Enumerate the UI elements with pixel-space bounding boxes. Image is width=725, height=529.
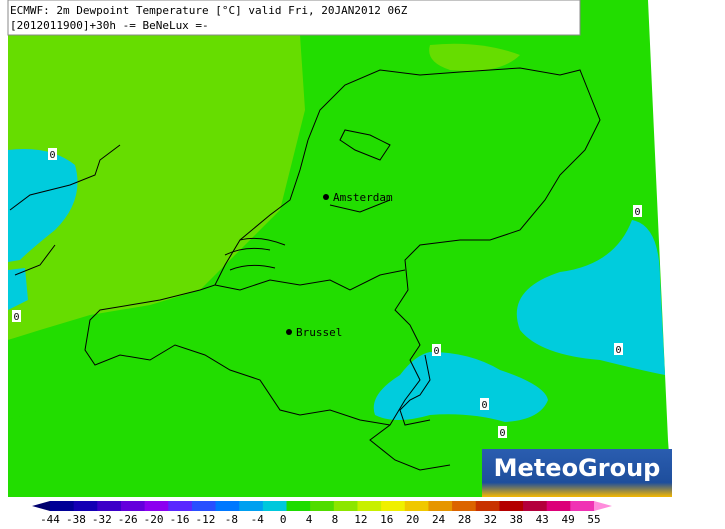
contour-label: 0 <box>50 150 56 161</box>
colorbar-cell <box>333 501 358 511</box>
field-cyan <box>8 149 78 262</box>
field-light <box>429 43 520 71</box>
colorbar-cell <box>404 501 429 511</box>
contour-label: 0 <box>482 400 488 411</box>
header-line: ECMWF: 2m Dewpoint Temperature [°C] vali… <box>10 4 408 17</box>
field-cyan <box>8 268 28 310</box>
field-light <box>212 182 245 192</box>
colorbar-label: 20 <box>406 513 419 525</box>
colorbar-label: 16 <box>380 513 393 525</box>
contour-label-box <box>480 398 489 410</box>
colorbar-cell <box>97 501 122 511</box>
colorbar-cell <box>310 501 335 511</box>
colorbar-cell <box>239 501 264 511</box>
colorbar-cell <box>428 501 453 511</box>
city-dot <box>323 194 329 200</box>
colorbar-cell <box>570 501 595 511</box>
colorbar-label: 32 <box>484 513 497 525</box>
colorbar-cell <box>168 501 193 511</box>
field-light <box>8 35 305 340</box>
contour-label: 0 <box>616 345 622 356</box>
colorbar-label: -12 <box>195 513 215 525</box>
contour-label: 0 <box>635 207 641 218</box>
colorbar-cell <box>191 501 217 511</box>
colorbar-label: -32 <box>92 513 112 525</box>
colorbar-cell <box>50 501 75 511</box>
contour-label-box <box>48 148 57 160</box>
field-cyan <box>516 220 665 375</box>
contour-label-box <box>498 426 507 438</box>
logo-box <box>482 449 672 497</box>
colorbar-label: 8 <box>332 513 339 525</box>
contour-label: 0 <box>14 312 20 323</box>
contour-label-box <box>432 344 441 356</box>
contour-label-box <box>633 205 642 217</box>
border <box>224 237 286 271</box>
colorbar-end <box>32 501 50 511</box>
border <box>399 354 431 426</box>
colorbar-label: -8 <box>225 513 238 525</box>
colorbar-cell <box>499 501 524 511</box>
colorbar-label: 4 <box>306 513 313 525</box>
colorbar-cell <box>523 501 548 511</box>
colorbar-label: 49 <box>561 513 574 525</box>
contour-labels: 0 0 0 0 0 0 0 <box>12 148 642 439</box>
field-base <box>8 320 85 424</box>
colorbar-label: -20 <box>144 513 164 525</box>
colorbar-cell <box>144 501 169 511</box>
contour-label-box <box>614 343 623 355</box>
colorbar-cell <box>475 501 500 511</box>
colorbar-cell <box>546 501 571 511</box>
colorbar-cell <box>73 501 98 511</box>
colorbar-cell <box>452 501 477 511</box>
colorbar-cell <box>286 501 311 511</box>
colorbar-label: 43 <box>536 513 549 525</box>
border <box>329 129 391 213</box>
colorbar-end <box>594 501 612 511</box>
colorbar-label: -38 <box>66 513 86 525</box>
colorbar-label: 0 <box>280 513 287 525</box>
colorbar-cell <box>120 501 146 511</box>
colorbar-label: -16 <box>170 513 190 525</box>
colorbar-label: -26 <box>118 513 138 525</box>
header-box <box>7 0 581 36</box>
city-label: Amsterdam <box>333 191 393 204</box>
colorbar-label: 28 <box>458 513 471 525</box>
field-cyan <box>373 352 548 422</box>
contour-label-box <box>12 310 21 322</box>
colorbar-label: 55 <box>587 513 600 525</box>
contour-label: 0 <box>500 428 506 439</box>
city-dot <box>286 329 292 335</box>
contour-label: 0 <box>434 346 440 357</box>
colorbar: -44 -38 -32 -26 -20 -16 -12 -8 -4 0 4 8 12 16 20 24 28 32… <box>32 501 612 526</box>
colorbar-label: 24 <box>432 513 446 525</box>
borders <box>9 67 601 471</box>
colorbar-cell <box>262 501 288 511</box>
border <box>9 67 601 471</box>
city-label: Brussel <box>296 326 342 339</box>
colorbar-cell <box>357 501 382 511</box>
colorbar-cell <box>381 501 406 511</box>
colorbar-cell <box>215 501 240 511</box>
colorbar-label: -44 <box>40 513 60 525</box>
colorbar-label: -4 <box>251 513 265 525</box>
colorbar-label: 12 <box>354 513 367 525</box>
colorbar-label: 38 <box>510 513 523 525</box>
header-line: [2012011900]+30h -= BeNeLux =- <box>10 19 209 32</box>
border <box>214 269 406 291</box>
logo-text: MeteoGroup <box>494 454 661 482</box>
